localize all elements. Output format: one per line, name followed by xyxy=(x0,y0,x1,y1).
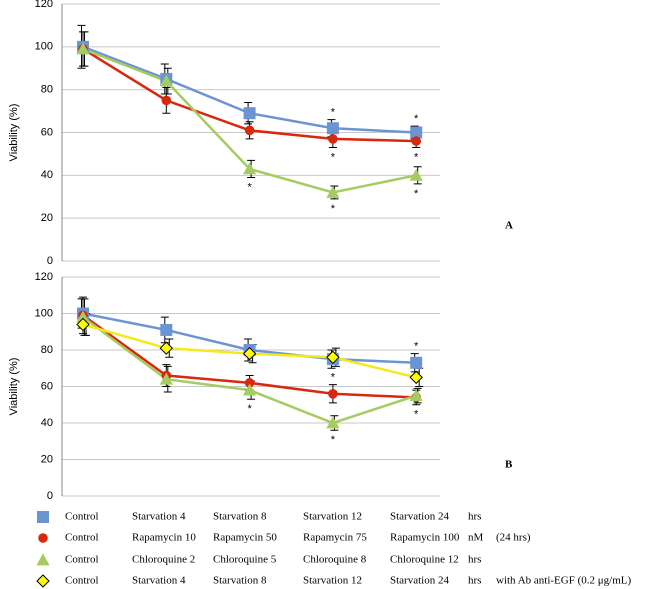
marker xyxy=(244,378,255,388)
y-tick-label: 80 xyxy=(41,84,53,96)
legend-label: Control xyxy=(65,532,99,544)
marker xyxy=(159,74,173,87)
significance-star: * xyxy=(414,188,419,200)
significance-star: * xyxy=(414,151,419,163)
marker xyxy=(410,126,423,139)
marker xyxy=(243,162,257,175)
marker xyxy=(409,168,423,181)
y-tick-label: 0 xyxy=(47,255,53,267)
y-tick-label: 0 xyxy=(47,490,53,502)
significance-star: * xyxy=(247,181,252,193)
legend-label: Rapamycin 10 xyxy=(132,532,196,544)
marker xyxy=(326,416,340,429)
marker xyxy=(328,389,338,399)
marker xyxy=(243,107,256,120)
y-axis-label: Viability (%) xyxy=(8,358,20,416)
marker xyxy=(76,42,90,55)
legend-marker xyxy=(36,553,50,566)
marker xyxy=(244,125,255,136)
legend-label: Starvation 8 xyxy=(213,511,267,523)
legend-label: (24 hrs) xyxy=(496,532,531,544)
y-tick-label: 120 xyxy=(35,0,53,10)
significance-star: * xyxy=(331,434,336,446)
marker xyxy=(76,310,90,323)
legend-label: Starvation 24 xyxy=(390,511,449,523)
legend-label: Chloroquine 5 xyxy=(213,554,277,566)
legend-label: nM xyxy=(468,532,484,544)
marker xyxy=(161,95,172,106)
legend-label: Rapamycin 50 xyxy=(213,532,277,544)
legend-label: Control xyxy=(65,575,99,587)
legend-label: Chloroquine 8 xyxy=(303,554,367,566)
marker xyxy=(328,134,338,144)
significance-star: * xyxy=(414,113,419,125)
marker xyxy=(326,350,340,365)
legend-label: Chloroquine 12 xyxy=(390,554,459,566)
y-tick-label: 120 xyxy=(35,271,53,283)
legend-label: Chloroquine 2 xyxy=(132,554,195,566)
y-tick-label: 100 xyxy=(35,307,53,319)
marker xyxy=(242,346,257,361)
y-tick-label: 40 xyxy=(41,417,53,429)
marker xyxy=(326,185,340,198)
marker xyxy=(409,389,423,402)
legend-label: Starvation 8 xyxy=(213,575,267,587)
panel-label: A xyxy=(505,220,513,232)
y-axis-label: Viability (%) xyxy=(8,104,20,162)
legend-label: hrs xyxy=(468,575,481,587)
significance-star: * xyxy=(414,409,419,421)
marker xyxy=(160,323,173,336)
legend-label: Starvation 4 xyxy=(132,511,186,523)
marker xyxy=(326,122,339,135)
legend-label: Starvation 12 xyxy=(303,575,362,587)
legend-label: Starvation 4 xyxy=(132,575,186,587)
legend-marker xyxy=(38,533,48,543)
y-tick-label: 20 xyxy=(41,212,53,224)
y-tick-label: 80 xyxy=(41,344,53,356)
y-tick-label: 100 xyxy=(35,41,53,53)
marker xyxy=(243,383,257,396)
y-tick-label: 40 xyxy=(41,169,53,181)
significance-star: * xyxy=(414,341,419,353)
panel-label: B xyxy=(505,459,513,471)
legend-label: Starvation 12 xyxy=(303,511,362,523)
legend-label: hrs xyxy=(468,511,481,523)
marker xyxy=(159,341,174,355)
legend-label: Starvation 24 xyxy=(390,575,449,587)
legend-label: Control xyxy=(65,511,99,523)
y-tick-label: 60 xyxy=(41,126,53,138)
significance-star: * xyxy=(247,403,252,415)
marker xyxy=(410,356,423,369)
legend-label: with Ab anti-EGF (0.2 μg/mL) xyxy=(496,575,631,587)
significance-star: * xyxy=(331,151,336,163)
marker xyxy=(411,136,422,146)
significance-star: * xyxy=(331,372,336,384)
marker xyxy=(159,372,173,385)
legend-label: Control xyxy=(65,554,99,566)
legend-marker xyxy=(37,511,49,523)
significance-star: * xyxy=(331,203,336,215)
y-tick-label: 60 xyxy=(41,380,53,392)
marker xyxy=(409,370,423,385)
legend-label: Rapamycin 100 xyxy=(390,532,460,544)
legend-marker xyxy=(36,574,50,588)
significance-star: * xyxy=(331,107,336,119)
legend-label: Rapamycin 75 xyxy=(303,532,367,544)
marker xyxy=(76,317,90,332)
y-tick-label: 20 xyxy=(41,453,53,465)
legend-label: hrs xyxy=(468,554,481,566)
